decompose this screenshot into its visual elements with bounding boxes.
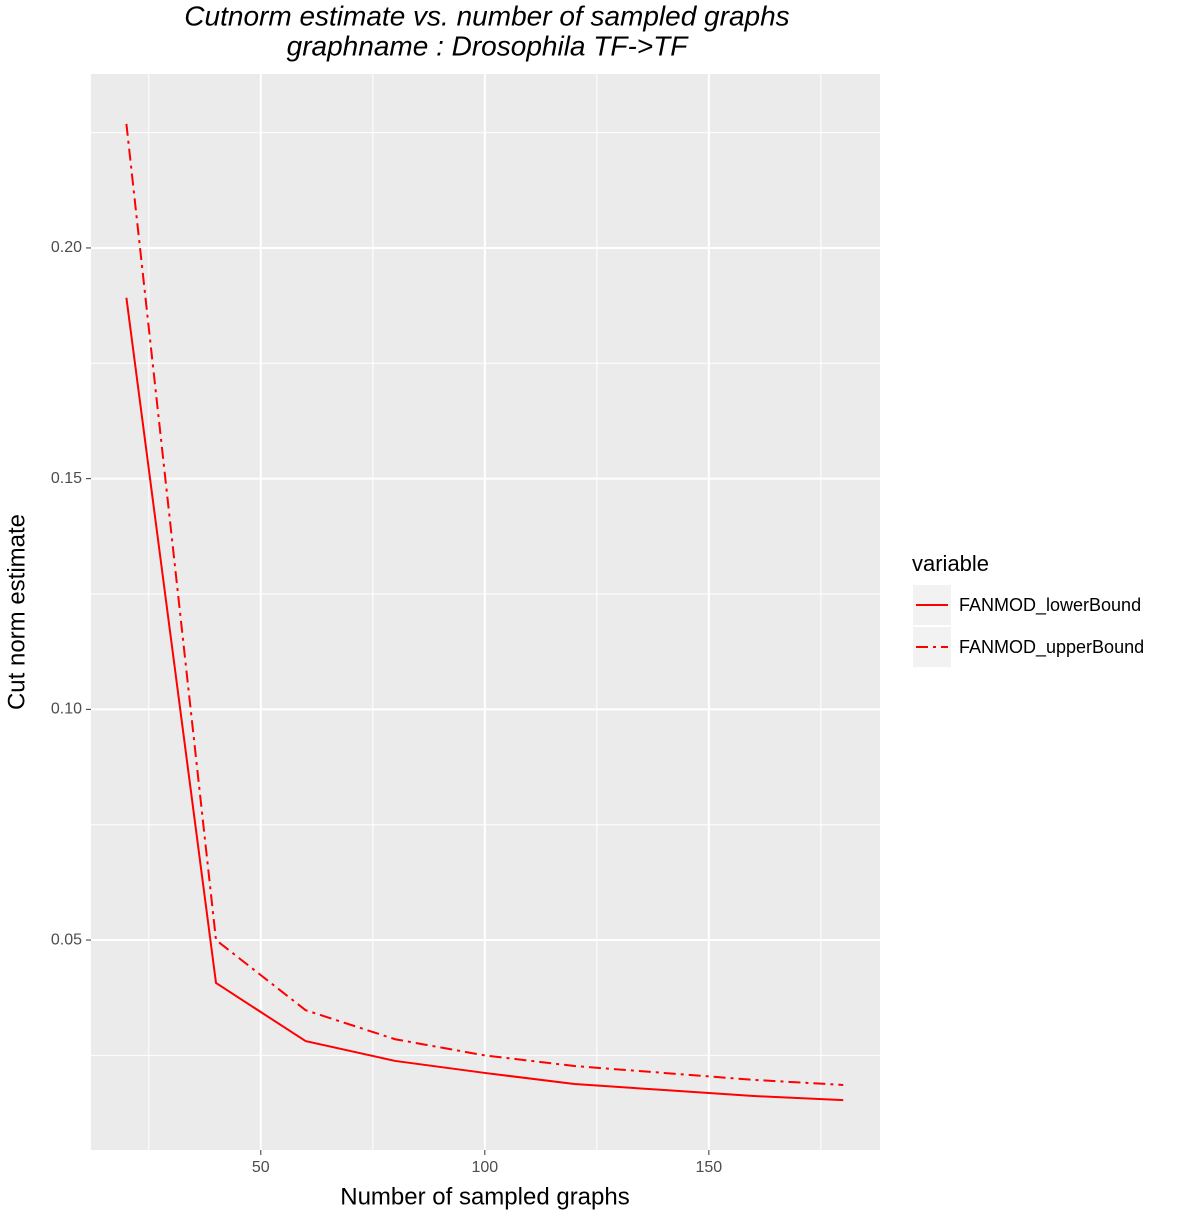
legend-label: FANMOD_lowerBound bbox=[959, 595, 1141, 616]
line-series bbox=[125, 123, 844, 1086]
x-tick-label: 50 bbox=[252, 1159, 270, 1176]
line-series bbox=[125, 297, 844, 1102]
y-tick-label: 0.20 bbox=[51, 239, 82, 256]
x-axis-label: Number of sampled graphs bbox=[340, 1183, 629, 1210]
legend-title: variable bbox=[912, 551, 989, 576]
chart-subtitle: graphname : Drosophila TF->TF bbox=[287, 30, 690, 61]
chart-title: Cutnorm estimate vs. number of sampled g… bbox=[184, 0, 789, 31]
legend-label: FANMOD_upperBound bbox=[959, 637, 1144, 658]
x-tick-label: 150 bbox=[695, 1159, 722, 1176]
y-tick-label: 0.15 bbox=[51, 470, 82, 487]
y-tick-label: 0.10 bbox=[51, 701, 82, 718]
y-tick-label: 0.05 bbox=[51, 931, 82, 948]
x-tick-label: 100 bbox=[471, 1159, 498, 1176]
y-axis-label: Cut norm estimate bbox=[3, 514, 30, 710]
